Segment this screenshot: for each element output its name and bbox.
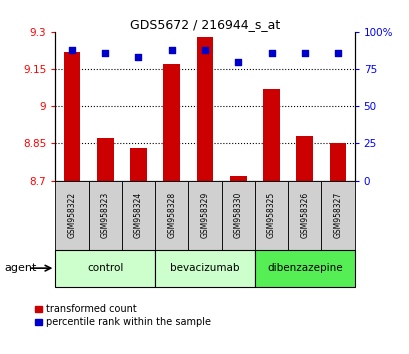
Bar (155, 250, 254, 287)
Text: GSM958324: GSM958324 (134, 192, 143, 238)
Bar (155, 181, 188, 250)
Bar (254, 181, 288, 250)
Bar (254, 250, 354, 287)
Point (69, 47, 75, 52)
Text: GSM958326: GSM958326 (299, 192, 308, 238)
Text: agent: agent (4, 263, 36, 273)
Text: GSM958328: GSM958328 (167, 192, 176, 238)
Text: GSM958329: GSM958329 (200, 192, 209, 238)
Point (168, 47, 175, 52)
Text: GSM958322: GSM958322 (67, 192, 76, 238)
Text: GSM958323: GSM958323 (101, 192, 110, 238)
Bar (229, 176, 246, 181)
Bar (321, 181, 354, 250)
Bar (88, 181, 121, 250)
Legend: transformed count, percentile rank within the sample: transformed count, percentile rank withi… (35, 304, 210, 327)
Text: bevacizumab: bevacizumab (170, 263, 239, 273)
Text: GSM958325: GSM958325 (266, 192, 275, 238)
Text: control: control (87, 263, 123, 273)
Point (334, 50, 340, 56)
Bar (288, 181, 321, 250)
Bar (130, 148, 146, 181)
Bar (196, 37, 213, 181)
Title: GDS5672 / 216944_s_at: GDS5672 / 216944_s_at (130, 18, 279, 31)
Bar (63, 52, 80, 181)
Point (201, 47, 208, 52)
Point (267, 50, 274, 56)
Text: GSM958327: GSM958327 (333, 192, 342, 238)
Text: dibenzazepine: dibenzazepine (266, 263, 342, 273)
Bar (97, 138, 113, 181)
Bar (121, 181, 155, 250)
Bar (163, 64, 180, 181)
Point (301, 50, 307, 56)
Bar (221, 181, 254, 250)
Point (102, 50, 108, 56)
Bar (188, 181, 221, 250)
Bar (296, 136, 312, 181)
Bar (263, 89, 279, 181)
Text: GSM958330: GSM958330 (233, 192, 242, 238)
Bar (55, 181, 88, 250)
Point (135, 54, 142, 60)
Point (234, 59, 241, 64)
Bar (329, 143, 346, 181)
Bar (55, 250, 155, 287)
